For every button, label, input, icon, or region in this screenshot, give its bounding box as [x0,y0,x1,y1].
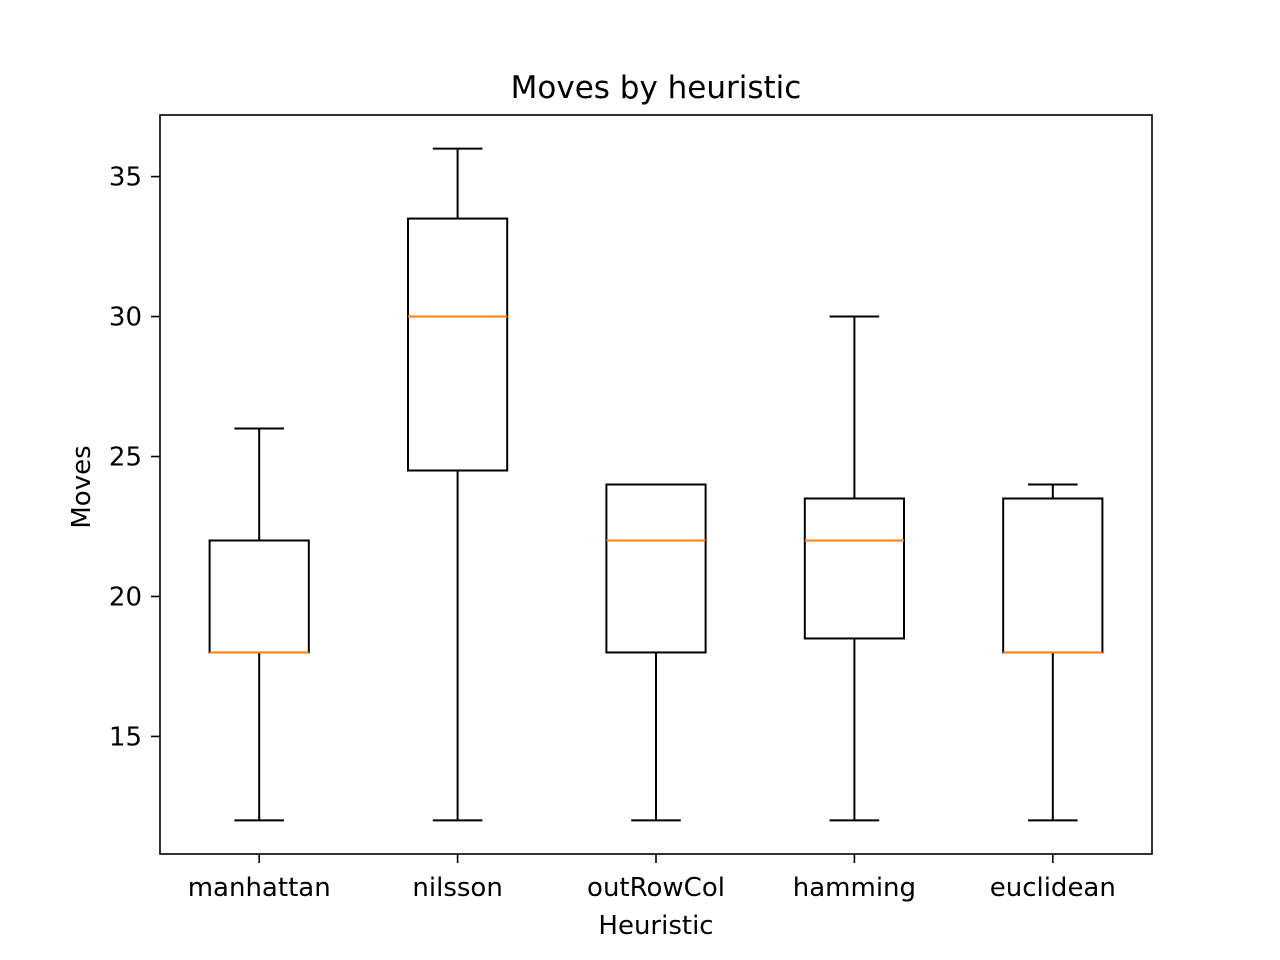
boxes-group [208,147,1104,822]
x-axis: manhattan nilsson outRowCol hamming euclidea… [188,854,1116,903]
iqr-box [803,497,905,640]
x-tick-label: manhattan [188,873,331,903]
box-nilsson [407,147,509,822]
x-tick-label: euclidean [990,873,1116,903]
chart-title: Moves by heuristic [511,70,802,106]
x-tick-label: outRowCol [587,873,725,903]
x-tick-label: hamming [793,873,916,903]
y-tick-label: 25 [109,443,142,473]
y-tick-label: 30 [109,303,142,333]
y-axis: 15 20 25 30 35 [109,163,160,752]
iqr-box [605,483,707,654]
y-axis-label: Moves [67,445,97,528]
x-tick-label: nilsson [412,873,502,903]
box-outRowCol [605,483,707,822]
box-manhattan [208,427,310,822]
y-tick-label: 20 [109,582,142,612]
box-hamming [803,315,905,822]
box-euclidean [1002,483,1104,822]
y-tick-label: 35 [109,163,142,193]
y-tick-label: 15 [109,722,142,752]
x-axis-label: Heuristic [598,911,713,941]
iqr-box [407,217,509,472]
